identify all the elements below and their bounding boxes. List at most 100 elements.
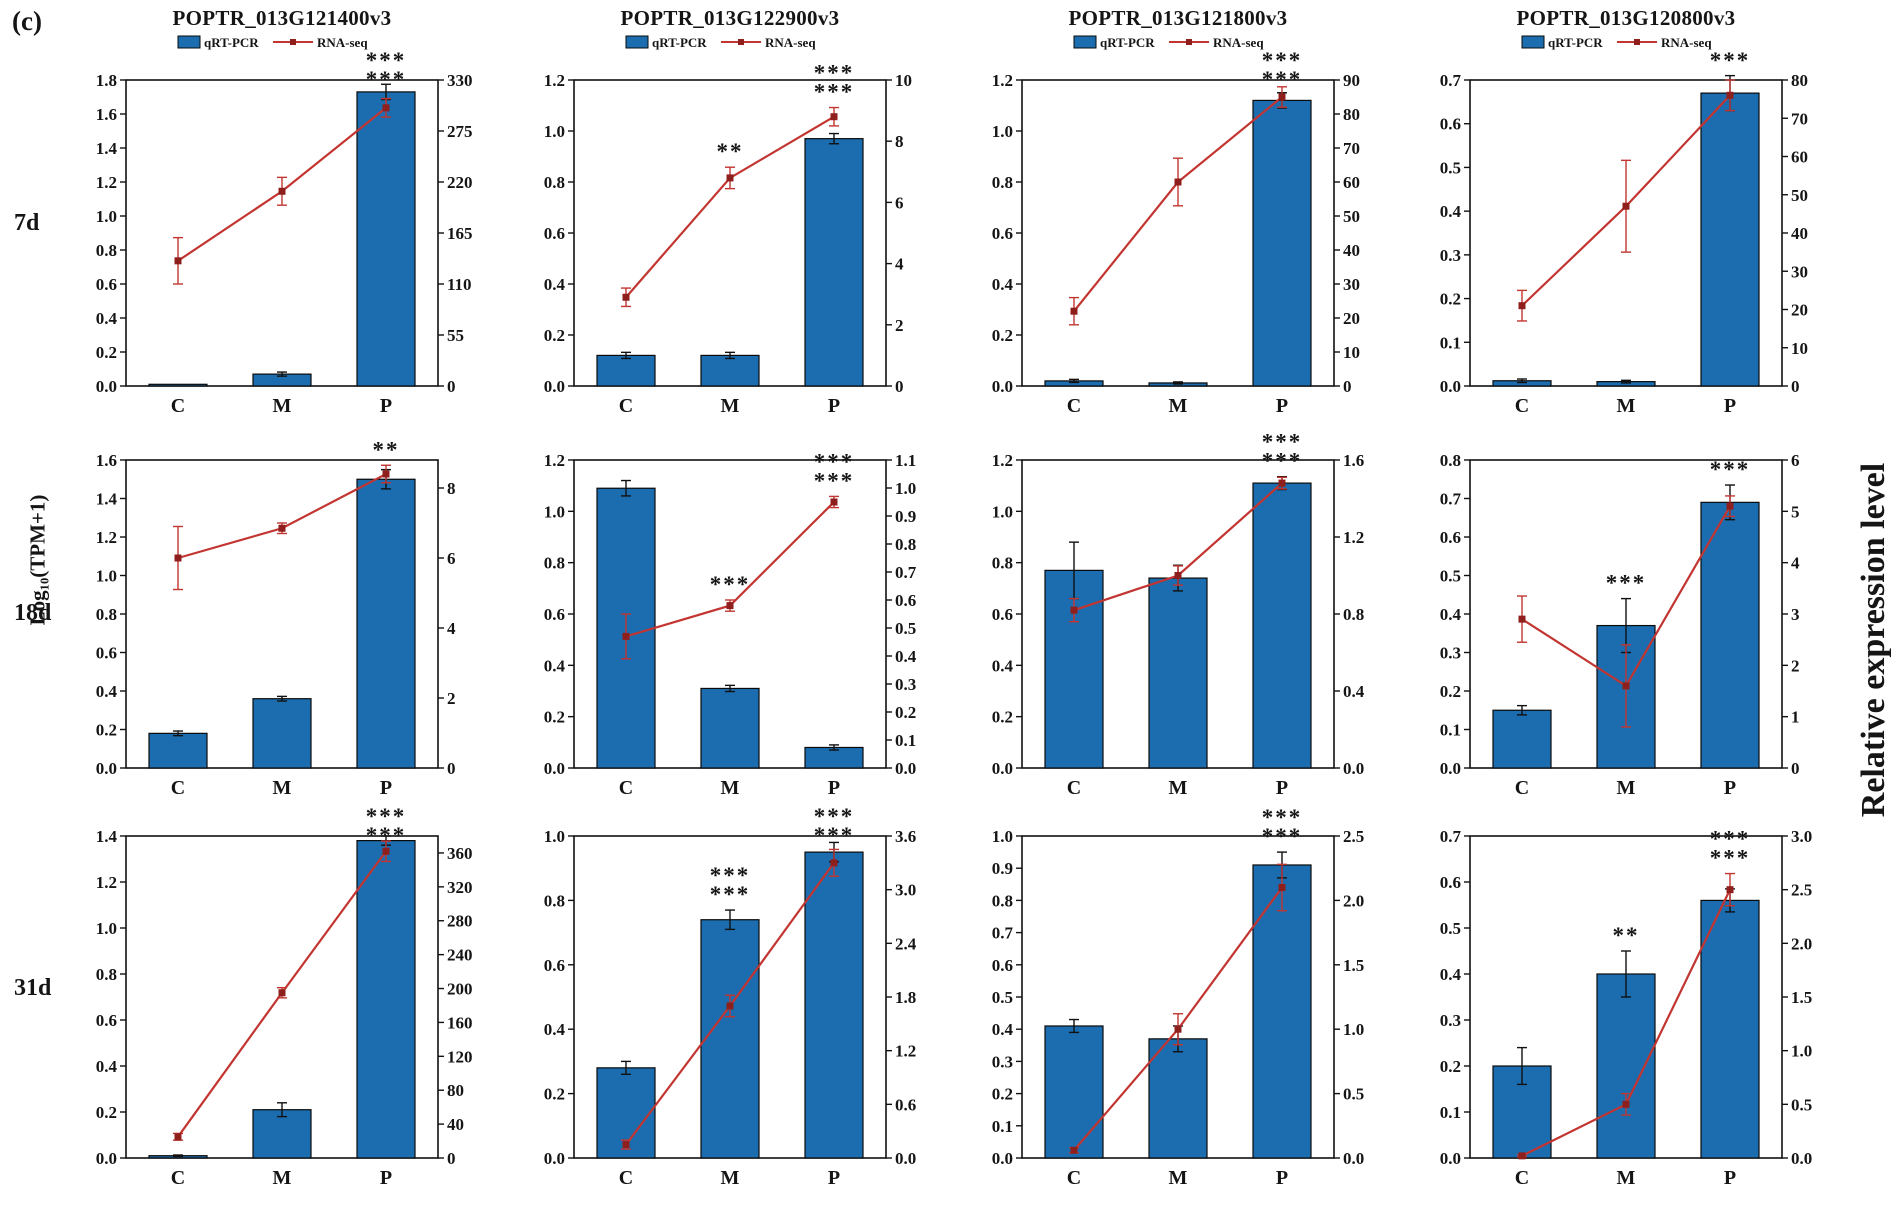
x-category-label: M <box>1617 1167 1636 1189</box>
left-tick-label: 0.3 <box>1440 1011 1461 1030</box>
right-tick-label: 0 <box>1791 759 1800 778</box>
left-tick-label: 0.6 <box>992 605 1013 624</box>
left-tick-label: 0.4 <box>96 1057 118 1076</box>
right-tick-label: 200 <box>447 980 473 999</box>
subplot-legend: qRT-PCR RNA-seq <box>1073 32 1283 52</box>
right-tick-label: 0.0 <box>1791 1149 1812 1168</box>
left-tick-label: 1.2 <box>544 71 565 90</box>
rna-seq-marker-M <box>726 1002 734 1010</box>
right-tick-label: 2.5 <box>1343 827 1364 846</box>
right-tick-label: 10 <box>1343 343 1360 362</box>
subplot-7d-POPTR_013G121800v3: POPTR_013G121800v3 qRT-PCR RNA-seq 0.0 0.2 0.… <box>954 4 1402 432</box>
left-tick-label: 0.0 <box>544 1149 565 1168</box>
legend-line-marker-icon <box>738 39 744 45</box>
legend-line-label: RNA-seq <box>765 35 816 50</box>
qrt-pcr-bar-M <box>1148 577 1208 769</box>
left-tick-label: 0.6 <box>96 1011 117 1030</box>
left-tick-label: 0.6 <box>96 644 117 663</box>
right-tick-label: 80 <box>447 1081 464 1100</box>
legend-graphic: qRT-PCR RNA-seq <box>1521 35 1712 50</box>
left-tick-label: 0.2 <box>992 1085 1013 1104</box>
x-category-label: P <box>1276 777 1288 799</box>
subplot-chart: 0.0 0.2 0.4 0.6 0.8 1.0 1.2 0 10 20 30 40 50 60 70 80 90… <box>992 52 1360 417</box>
left-tick-label: 1.2 <box>992 451 1013 470</box>
right-tick-label: 55 <box>447 326 464 345</box>
left-tick-label: 0.0 <box>544 759 565 778</box>
left-tick-label: 1.0 <box>992 827 1013 846</box>
left-tick-label: 0.7 <box>992 924 1014 943</box>
qrt-pcr-bar-P <box>804 138 864 387</box>
rna-seq-marker-C <box>1070 606 1078 614</box>
subplot-chart: 0.0 0.1 0.2 0.3 0.4 0.5 0.6 0.7 0.8 0.9 1.0 0.0 0.5 1… <box>992 808 1365 1189</box>
left-tick-label: 0.6 <box>992 224 1013 243</box>
left-tick-label: 1.0 <box>544 122 565 141</box>
left-tick-label: 1.2 <box>544 451 565 470</box>
left-tick-label: 0.0 <box>992 1149 1013 1168</box>
x-category-label: P <box>1724 1167 1736 1189</box>
left-tick-label: 0.2 <box>96 343 117 362</box>
x-category-label: M <box>1169 1167 1188 1189</box>
right-tick-label: 20 <box>1791 301 1808 320</box>
left-tick-label: 0.4 <box>1440 965 1462 984</box>
left-tick-label: 1.2 <box>96 173 117 192</box>
right-tick-label: 1.5 <box>1343 956 1364 975</box>
left-tick-label: 0.1 <box>1440 1103 1461 1122</box>
significance-stars: *** <box>710 572 751 597</box>
significance-stars: *** <box>1262 808 1303 830</box>
x-category-label: C <box>1067 395 1081 417</box>
left-tick-label: 0.2 <box>96 721 117 740</box>
left-tick-label: 0.8 <box>992 554 1013 573</box>
significance-stars: *** <box>1262 52 1303 73</box>
significance-stars: *** <box>1262 432 1303 455</box>
rna-seq-marker-M <box>1174 1025 1182 1033</box>
legend-bar-label: qRT-PCR <box>652 35 707 50</box>
right-tick-label: 40 <box>1791 224 1808 243</box>
subplot-18d-POPTR_013G121400v3: 0.0 0.2 0.4 0.6 0.8 1.0 1.2 1.4 1.6 0 2 4 6 8 C M P ** <box>58 432 506 808</box>
significance-stars: *** <box>1710 457 1751 482</box>
left-tick-label: 0.2 <box>544 326 565 345</box>
rna-seq-marker-C <box>622 293 630 301</box>
left-tick-label: 0.6 <box>1440 528 1461 547</box>
left-tick-label: 0.0 <box>96 377 117 396</box>
rna-seq-marker-C <box>1518 1152 1526 1160</box>
right-tick-label: 0.8 <box>1343 605 1364 624</box>
rna-seq-marker-P <box>830 498 838 506</box>
right-tick-label: 0.9 <box>895 507 916 526</box>
left-tick-label: 0.4 <box>544 275 566 294</box>
left-tick-label: 0.5 <box>992 988 1013 1007</box>
left-tick-label: 0.9 <box>992 859 1013 878</box>
right-tick-label: 0.2 <box>895 703 916 722</box>
x-category-label: P <box>1276 395 1288 417</box>
rna-seq-marker-M <box>726 174 734 182</box>
right-tick-label: 1 <box>1791 708 1800 727</box>
rna-seq-marker-P <box>830 113 838 121</box>
left-tick-label: 0.4 <box>96 682 118 701</box>
x-category-label: C <box>171 395 185 417</box>
x-category-label: C <box>1067 1167 1081 1189</box>
subplot-7d-POPTR_013G121400v3: POPTR_013G121400v3 qRT-PCR RNA-seq 0.0 0.2 0.… <box>58 4 506 432</box>
right-tick-label: 70 <box>1343 139 1360 158</box>
subplot-chart: 0.0 0.1 0.2 0.3 0.4 0.5 0.6 0.7 0.0 0.5 1.0 1.5 2.0 2… <box>1440 827 1813 1189</box>
left-tick-label: 0.1 <box>992 1117 1013 1136</box>
subplot-title: POPTR_013G120800v3 <box>1516 6 1736 30</box>
legend-line-marker-icon <box>290 39 296 45</box>
right-tick-label: 0 <box>1791 377 1800 396</box>
left-tick-label: 0.8 <box>992 891 1013 910</box>
x-category-label: M <box>721 395 740 417</box>
qrt-pcr-bar-M <box>700 687 760 769</box>
right-tick-label: 0.0 <box>1343 1149 1364 1168</box>
left-tick-label: 0.8 <box>96 965 117 984</box>
qrt-pcr-bar-C <box>148 383 208 387</box>
right-tick-label: 50 <box>1343 207 1360 226</box>
right-tick-label: 0.8 <box>895 535 916 554</box>
left-tick-label: 0.6 <box>544 605 565 624</box>
left-tick-label: 0.2 <box>1440 1057 1461 1076</box>
right-tick-label: 3.6 <box>895 827 916 846</box>
rna-seq-marker-C <box>174 1133 182 1141</box>
legend-line-label: RNA-seq <box>1661 35 1712 50</box>
subplot-chart: 0.0 0.2 0.4 0.6 0.8 1.0 1.2 0.0 0.1 0.2 0.3 0.4 0.5 0… <box>544 449 917 799</box>
rna-seq-marker-C <box>1518 615 1526 623</box>
right-tick-label: 1.0 <box>1791 1042 1812 1061</box>
right-tick-label: 0.0 <box>895 759 916 778</box>
right-tick-label: 4 <box>895 255 904 274</box>
